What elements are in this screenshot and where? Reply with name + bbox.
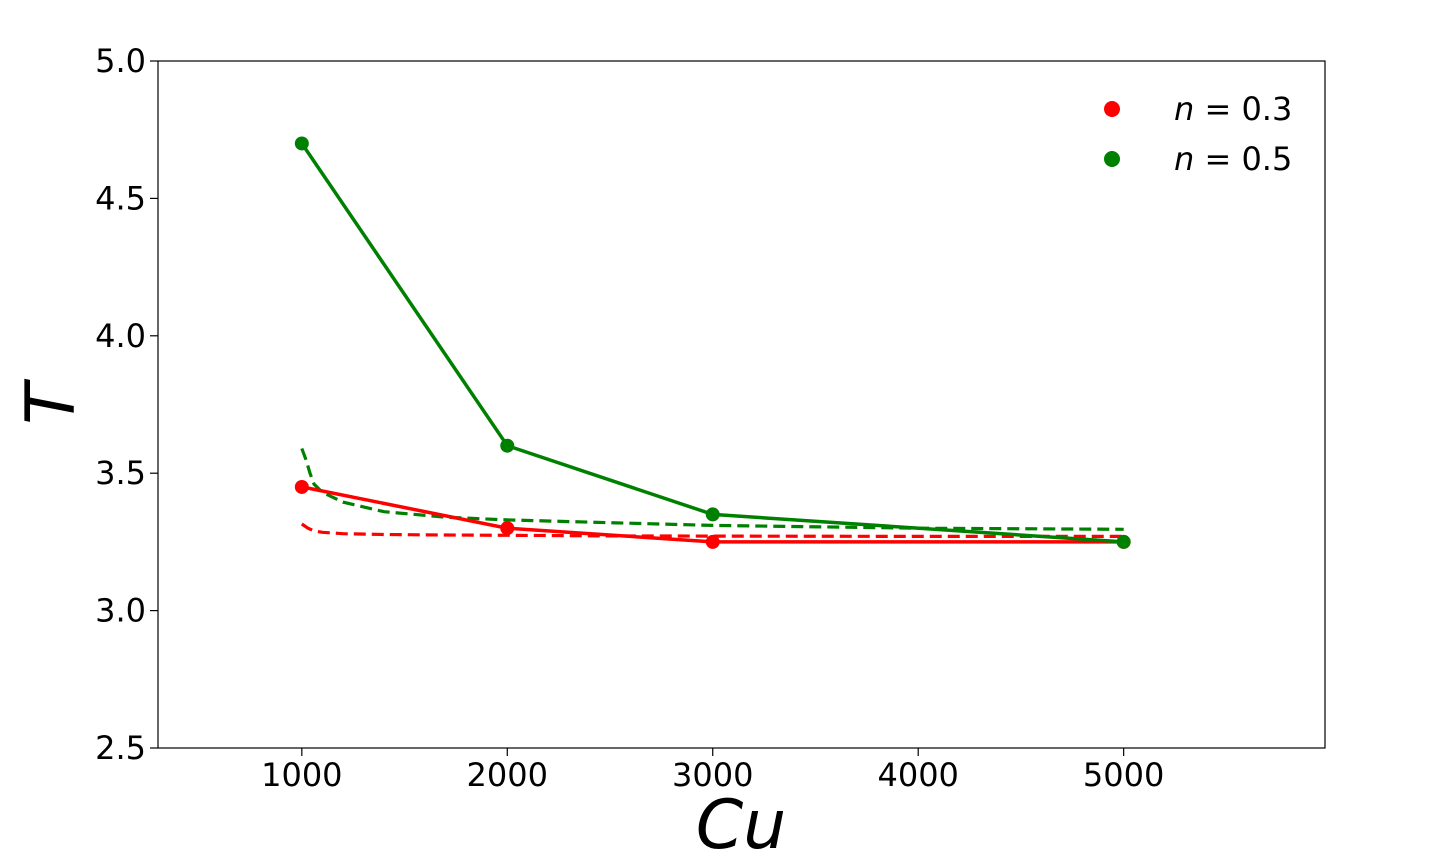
x-tick-label: 2000 [467, 756, 548, 794]
x-tick-label: 3000 [672, 756, 753, 794]
series-line-0 [301, 485, 1124, 544]
legend: n = 0.3 n = 0.5 [1104, 90, 1292, 178]
plot-area [157, 60, 1326, 749]
legend-marker-0 [1104, 101, 1120, 117]
x-tick-label: 5000 [1083, 756, 1164, 794]
y-axis: 2.5 3.0 3.5 4.0 4.5 5.0 [95, 42, 158, 767]
series-line-1 [300, 142, 1124, 544]
fit-curve-1 [300, 447, 1124, 531]
series-point-0 [705, 534, 720, 549]
y-tick-label: 4.5 [95, 179, 146, 217]
legend-label-1: n = 0.5 [1174, 140, 1292, 178]
y-tick-label: 2.5 [95, 729, 146, 767]
series-point-1 [500, 438, 515, 453]
series-point-0 [500, 521, 515, 536]
y-tick-label: 3.0 [95, 592, 146, 630]
fit-curves [300, 447, 1124, 539]
x-axis-label: Cu [696, 786, 787, 856]
series-point-1 [294, 136, 309, 151]
y-tick-label: 4.0 [95, 317, 146, 355]
legend-marker-1 [1104, 151, 1120, 167]
series-point-0 [294, 479, 309, 494]
series-point-1 [1116, 534, 1131, 549]
data-series [294, 136, 1131, 549]
series-point-1 [705, 507, 720, 522]
fit-curve-0 [300, 522, 1124, 539]
y-tick-label: 5.0 [95, 42, 146, 80]
x-axis: 1000 2000 3000 4000 5000 [261, 748, 1164, 794]
y-axis-label: T [12, 379, 91, 425]
legend-label-0: n = 0.3 [1174, 90, 1292, 128]
x-tick-label: 4000 [877, 756, 958, 794]
y-tick-label: 3.5 [95, 454, 146, 492]
x-tick-label: 1000 [261, 756, 342, 794]
